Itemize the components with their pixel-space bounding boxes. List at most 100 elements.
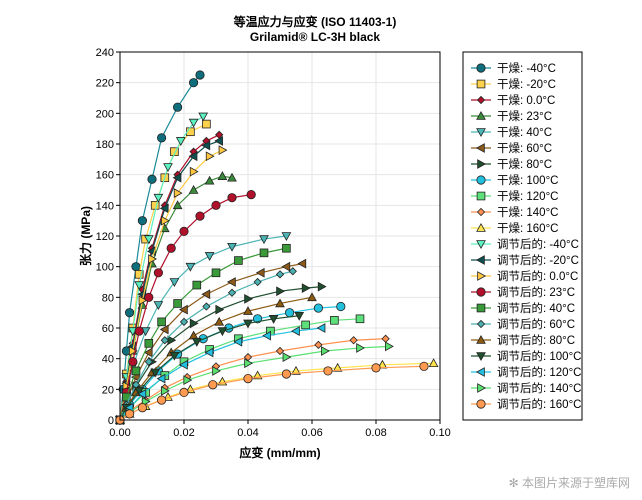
y-tick-label: 80 [102,292,114,304]
legend-marker-icon [476,334,486,344]
series-line [119,296,313,421]
data-point [290,326,300,336]
series-18 [115,311,305,426]
legend-label: 调节后的: 0.0°C [497,269,578,283]
legend-marker-icon [475,367,485,377]
legend-item: 干燥: 80°C [471,158,552,171]
legend-marker-icon [476,240,486,250]
data-point [215,304,225,315]
data-point [381,334,390,343]
data-point [262,330,271,341]
data-point [192,280,202,290]
data-point [188,330,199,340]
data-point [144,339,154,348]
data-point [227,193,237,203]
legend-label: 干燥: -20°C [497,78,556,91]
data-point [204,175,215,185]
y-tick-label: 160 [96,170,114,182]
y-tick-label: 120 [96,231,114,243]
data-point [129,346,138,356]
legend-item: 调节后的: 100°C [471,349,581,363]
data-point [173,299,182,308]
chart-subtitle: Grilamid® LC-3H black [250,30,381,44]
legend-marker-icon [475,255,485,265]
legend-marker-icon [476,287,486,297]
data-point [144,357,153,366]
data-point [183,375,193,386]
legend-label: 调节后的: 120°C [497,365,581,379]
axes: 0 20 40 60 80 100 120 140 160 180 200 220 240 0.00 0.0… [96,47,451,439]
series-line [119,345,389,421]
legend-label: 干燥: 23°C [497,110,552,123]
data-point [218,145,228,156]
legend-label: 干燥: 140°C [497,206,558,219]
data-point [147,174,157,184]
y-axis-label: 张力 (MPa) [78,206,93,266]
legend-label: 干燥: 120°C [497,190,558,203]
data-point [284,308,295,318]
data-point [211,268,221,278]
series-19 [114,323,326,425]
data-point [131,262,141,272]
data-point [281,232,292,242]
data-point [179,317,189,327]
legend-marker-icon [476,175,486,185]
legend-label: 干燥: 160°C [497,222,558,235]
data-point [208,380,218,390]
legend-item: 干燥: 120°C [471,190,558,203]
x-tick-label: 0.06 [301,427,322,439]
data-point [227,288,237,297]
data-point [159,324,169,335]
data-point [137,403,147,413]
y-tick-label: 180 [96,139,114,151]
data-point [276,286,286,297]
data-point [275,298,285,308]
legend-marker-icon [477,271,487,281]
data-point [419,361,429,371]
y-tick-label: 20 [102,384,114,396]
x-tick-label: 0.04 [237,427,258,439]
data-point [172,200,183,210]
legend-marker-icon [476,63,486,73]
data-point [185,262,196,272]
x-tick-label: 0.02 [173,427,194,439]
data-point [179,226,189,236]
data-point [233,336,243,347]
legend-label: 调节后的: 140°C [497,381,581,395]
legend: 干燥: -40°C 干燥: -20°C 干燥: 0.0°C 干燥: 23°C 干燥: 4… [462,51,583,421]
data-point [161,215,170,226]
data-point [195,70,205,80]
legend-item: 干燥: 0.0°C [471,94,555,107]
data-point [125,409,135,419]
legend-marker-icon [475,143,485,153]
data-point [281,261,291,272]
y-tick-label: 0 [108,415,114,427]
data-point [188,184,199,194]
data-point [332,362,343,372]
data-point [134,281,145,291]
y-tick-label: 220 [96,78,114,90]
data-point [169,278,180,288]
legend-label: 调节后的: 100°C [497,349,581,363]
data-point [137,216,147,226]
data-point [156,373,166,384]
data-point [138,295,148,306]
data-point [170,147,179,156]
legend-marker-icon [476,191,486,201]
legend-marker-icon [476,222,486,232]
data-point [227,172,237,182]
data-point [321,346,330,356]
data-point [128,357,138,367]
y-tick-label: 40 [102,354,114,366]
data-point [227,242,237,252]
data-point [202,302,211,311]
legend-item: 干燥: 140°C [471,206,558,219]
data-point [275,270,285,279]
data-point [244,358,254,369]
data-point [234,256,243,265]
data-point [205,151,215,162]
legend-item: 调节后的: -20°C [471,253,579,267]
legend-label: 调节后的: 23°C [497,285,575,299]
legend-item: 干燥: 40°C [471,126,552,139]
